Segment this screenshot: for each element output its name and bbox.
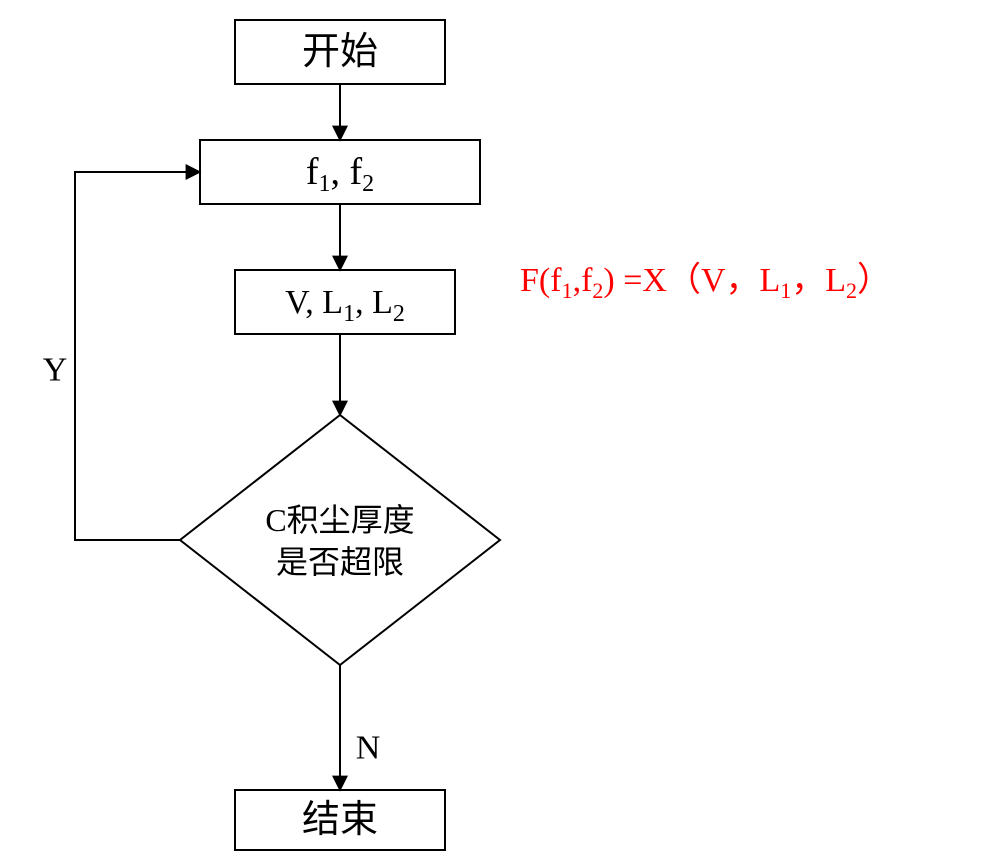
node-process-label: V, L1, L2 [285, 284, 405, 328]
node-decision-line1: C积尘厚度 [265, 502, 414, 538]
node-start-label: 开始 [302, 31, 378, 73]
node-end-label: 结束 [302, 799, 378, 841]
node-input1-label: f1, f2 [306, 151, 374, 197]
edge-y-label: Y [43, 352, 68, 389]
edge-decision-input1 [75, 172, 200, 540]
edge-n-label: N [356, 730, 381, 767]
node-decision [180, 415, 500, 665]
node-decision-line2: 是否超限 [276, 544, 404, 580]
formula: F(f1,f2) =X（V，L1，L2） [520, 261, 891, 303]
